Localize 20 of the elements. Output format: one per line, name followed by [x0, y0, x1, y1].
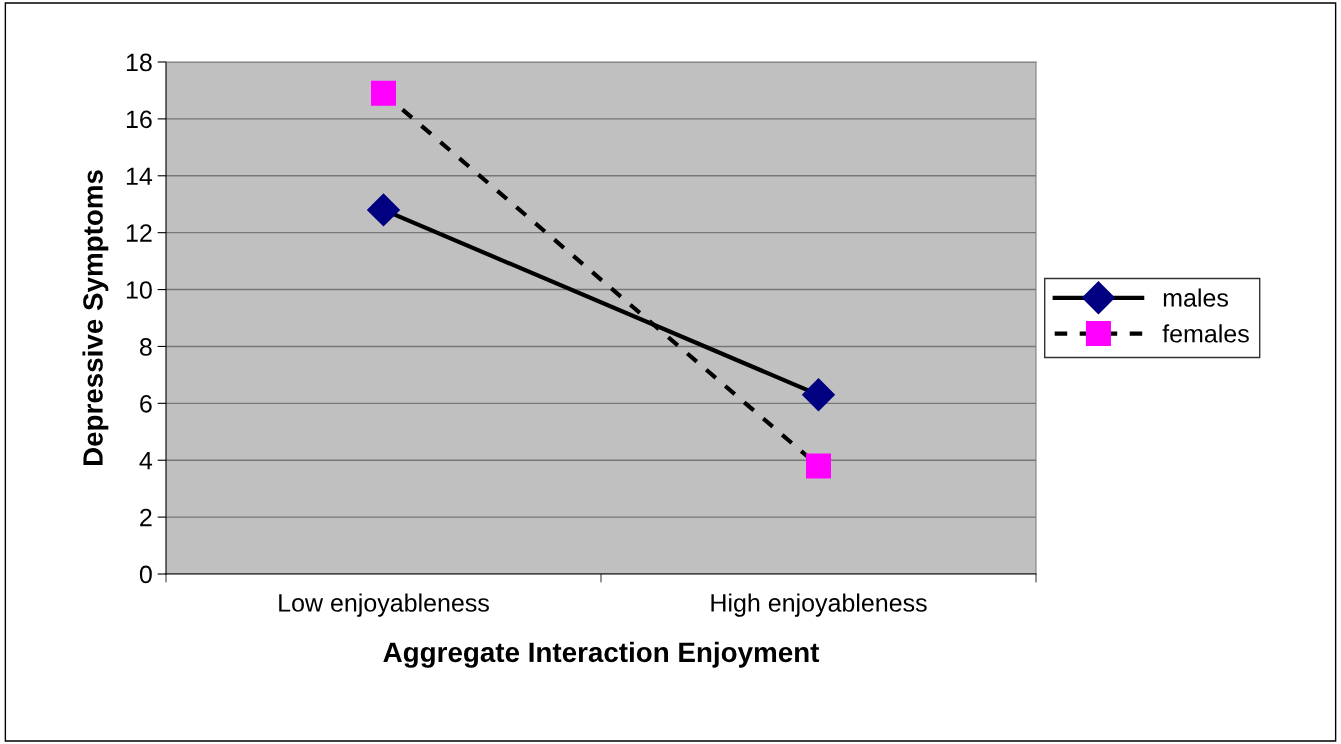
point: [802, 378, 835, 412]
y-tick-label: 10: [126, 281, 152, 299]
legend-label: males: [1163, 288, 1228, 307]
y-tick-label: 16: [126, 110, 152, 129]
x-tick-label: Low enjoyableness: [279, 593, 489, 617]
y-tick-label: 14: [126, 167, 153, 185]
y-tick-label: 18: [126, 53, 152, 72]
y-tick-label: 0: [139, 565, 152, 584]
y-tick-label: 2: [140, 508, 152, 527]
y-tick-label: 4: [139, 452, 153, 470]
y-tick-label: 8: [139, 338, 152, 356]
point: [367, 193, 400, 227]
x-tick-label: High enjoyableness: [711, 593, 927, 617]
point: [805, 453, 832, 479]
x-axis-title: Aggregate Interaction Enjoyment: [383, 641, 820, 668]
y-tick-label: 12: [126, 224, 152, 242]
legend-label: females: [1162, 324, 1249, 343]
y-axis-title: Depressive Symptoms: [82, 170, 109, 466]
y-tick-label: 6: [140, 394, 152, 413]
point: [370, 80, 397, 106]
